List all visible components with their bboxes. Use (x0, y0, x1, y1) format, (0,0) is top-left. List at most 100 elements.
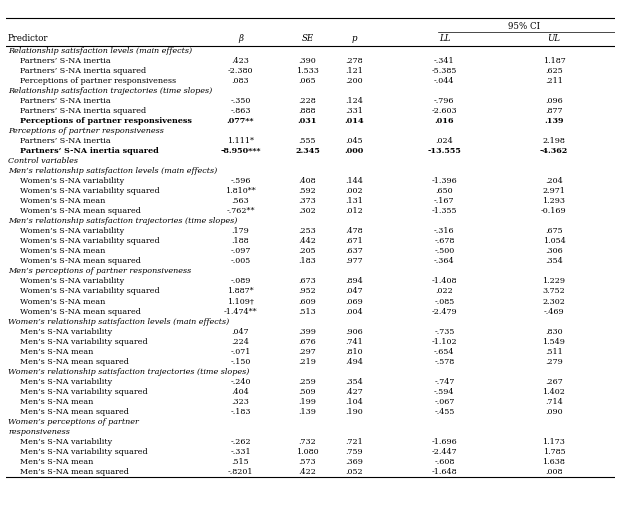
Text: Men’s S-NA mean squared: Men’s S-NA mean squared (20, 468, 129, 476)
Text: .302: .302 (299, 207, 316, 215)
Text: .205: .205 (299, 247, 316, 255)
Text: .224: .224 (232, 338, 250, 346)
Text: .650: .650 (435, 187, 453, 195)
Text: -1.696: -1.696 (432, 438, 457, 446)
Text: Control variables: Control variables (8, 157, 78, 165)
Text: Men’s relationship satisfaction trajectories (time slopes): Men’s relationship satisfaction trajecto… (8, 217, 237, 225)
Text: Predictor: Predictor (8, 34, 48, 43)
Text: .741: .741 (345, 338, 363, 346)
Text: -.005: -.005 (230, 257, 251, 265)
Text: Men’s S-NA variability squared: Men’s S-NA variability squared (20, 338, 147, 346)
Text: .052: .052 (345, 468, 363, 476)
Text: .609: .609 (299, 297, 316, 306)
Text: 2.198: 2.198 (543, 137, 565, 145)
Text: .144: .144 (345, 177, 363, 185)
Text: .714: .714 (545, 398, 563, 406)
Text: -.863: -.863 (230, 107, 251, 115)
Text: .016: .016 (435, 117, 454, 125)
Text: .228: .228 (299, 97, 316, 105)
Text: -.469: -.469 (543, 308, 564, 315)
Text: -13.555: -13.555 (427, 147, 461, 155)
Text: .408: .408 (299, 177, 316, 185)
Text: Men’s S-NA mean squared: Men’s S-NA mean squared (20, 408, 129, 416)
Text: .096: .096 (545, 97, 563, 105)
Text: -.067: -.067 (434, 398, 455, 406)
Text: .002: .002 (345, 187, 363, 195)
Text: .012: .012 (345, 207, 363, 215)
Text: .354: .354 (545, 257, 563, 265)
Text: .219: .219 (299, 358, 316, 366)
Text: Women’s S-NA mean squared: Women’s S-NA mean squared (20, 207, 140, 215)
Text: 3.752: 3.752 (543, 287, 565, 296)
Text: -.183: -.183 (230, 408, 251, 416)
Text: -2.380: -2.380 (228, 67, 253, 75)
Text: Women’s S-NA variability: Women’s S-NA variability (20, 227, 124, 235)
Text: .279: .279 (545, 358, 563, 366)
Text: .200: .200 (345, 77, 363, 85)
Text: .478: .478 (345, 227, 363, 235)
Text: .906: .906 (345, 328, 363, 336)
Text: .199: .199 (299, 398, 316, 406)
Text: .515: .515 (232, 458, 249, 466)
Text: .259: .259 (299, 378, 316, 386)
Text: .069: .069 (345, 297, 363, 306)
Text: Women’s perceptions of partner: Women’s perceptions of partner (8, 418, 139, 426)
Text: .422: .422 (299, 468, 316, 476)
Text: -1.355: -1.355 (432, 207, 457, 215)
Text: -0.169: -0.169 (541, 207, 567, 215)
Text: 2.302: 2.302 (543, 297, 565, 306)
Text: LL: LL (438, 34, 450, 43)
Text: Women’s S-NA variability squared: Women’s S-NA variability squared (20, 287, 159, 296)
Text: Men’s S-NA variability squared: Men’s S-NA variability squared (20, 388, 147, 396)
Text: .014: .014 (345, 117, 364, 125)
Text: Women’s S-NA variability: Women’s S-NA variability (20, 177, 124, 185)
Text: Partners’ S-NA inertia: Partners’ S-NA inertia (20, 97, 110, 105)
Text: .131: .131 (345, 197, 363, 205)
Text: -.350: -.350 (230, 97, 251, 105)
Text: Women’s S-NA variability squared: Women’s S-NA variability squared (20, 237, 159, 246)
Text: -1.396: -1.396 (432, 177, 457, 185)
Text: .045: .045 (345, 137, 363, 145)
Text: -2.603: -2.603 (432, 107, 457, 115)
Text: .188: .188 (232, 237, 249, 246)
Text: .211: .211 (545, 77, 563, 85)
Text: -1.648: -1.648 (432, 468, 457, 476)
Text: Partners’ S-NA inertia: Partners’ S-NA inertia (20, 137, 110, 145)
Text: .423: .423 (232, 57, 250, 65)
Text: .000: .000 (345, 147, 364, 155)
Text: Partners’ S-NA inertia squared: Partners’ S-NA inertia squared (20, 147, 158, 155)
Text: .121: .121 (345, 67, 363, 75)
Text: Men’s S-NA mean: Men’s S-NA mean (20, 398, 93, 406)
Text: -.594: -.594 (434, 388, 455, 396)
Text: .022: .022 (435, 287, 453, 296)
Text: .369: .369 (345, 458, 363, 466)
Text: Women’s S-NA mean: Women’s S-NA mean (20, 197, 105, 205)
Text: -.596: -.596 (230, 177, 251, 185)
Text: -1.474**: -1.474** (224, 308, 257, 315)
Text: .563: .563 (232, 197, 250, 205)
Text: Women’s relationship satisfaction levels (main effects): Women’s relationship satisfaction levels… (8, 317, 229, 326)
Text: -.735: -.735 (434, 328, 455, 336)
Text: 1.549: 1.549 (543, 338, 565, 346)
Text: -.044: -.044 (434, 77, 455, 85)
Text: Relationship satisfaction trajectories (time slopes): Relationship satisfaction trajectories (… (8, 87, 212, 95)
Text: -.331: -.331 (230, 448, 251, 456)
Text: .183: .183 (299, 257, 316, 265)
Text: 1.109†: 1.109† (227, 297, 254, 306)
Text: -1.408: -1.408 (432, 278, 457, 285)
Text: -.316: -.316 (434, 227, 455, 235)
Text: Women’s S-NA mean squared: Women’s S-NA mean squared (20, 257, 140, 265)
Text: .732: .732 (299, 438, 316, 446)
Text: -.167: -.167 (434, 197, 455, 205)
Text: -.654: -.654 (434, 347, 455, 356)
Text: .024: .024 (435, 137, 453, 145)
Text: .399: .399 (299, 328, 316, 336)
Text: .047: .047 (232, 328, 249, 336)
Text: 2.971: 2.971 (543, 187, 565, 195)
Text: -.455: -.455 (434, 408, 455, 416)
Text: .592: .592 (299, 187, 316, 195)
Text: -.364: -.364 (434, 257, 455, 265)
Text: .190: .190 (345, 408, 363, 416)
Text: Women’s S-NA mean squared: Women’s S-NA mean squared (20, 308, 140, 315)
Text: -.085: -.085 (434, 297, 455, 306)
